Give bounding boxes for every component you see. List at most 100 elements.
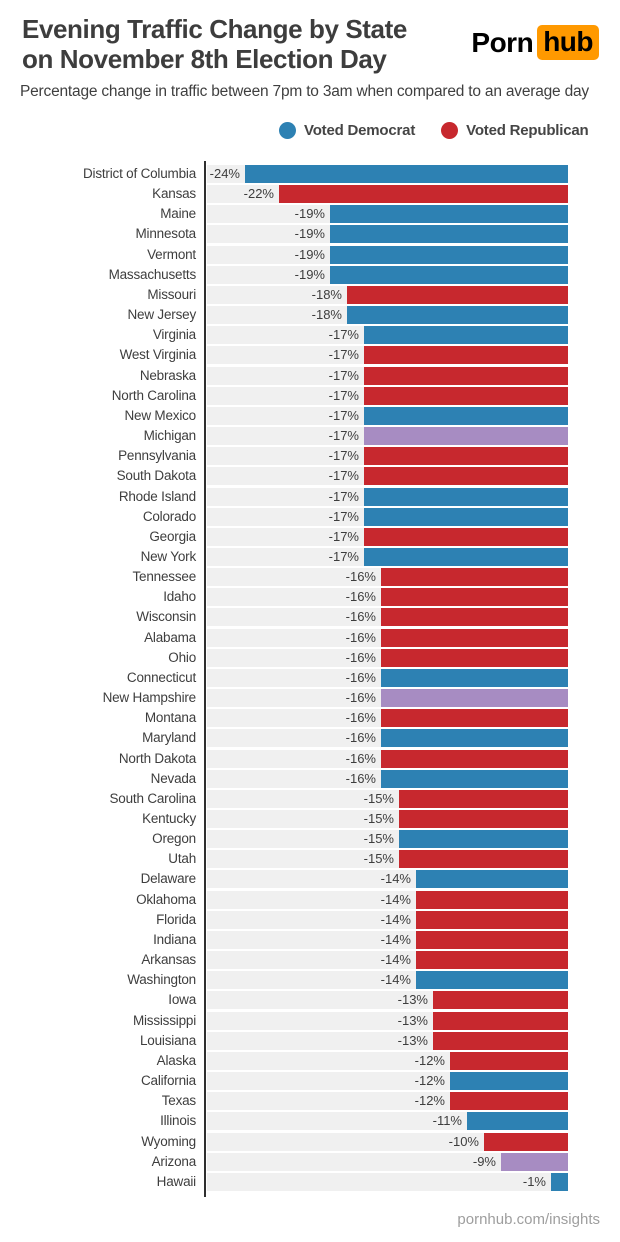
value-label: -13% bbox=[397, 992, 428, 1008]
state-label: Maryland bbox=[142, 730, 196, 746]
state-label: District of Columbia bbox=[82, 166, 196, 181]
chart-row: Alabama -16% bbox=[0, 628, 620, 647]
state-label: Louisiana bbox=[140, 1032, 196, 1048]
logo-text-porn: Porn bbox=[471, 26, 534, 58]
value-label: -17% bbox=[328, 327, 359, 343]
state-label: North Dakota bbox=[118, 750, 196, 766]
row-band: -13% bbox=[207, 1031, 568, 1050]
bar-democrat bbox=[330, 205, 568, 224]
chart-row: Texas -12% bbox=[0, 1092, 620, 1111]
democrat-dot-icon bbox=[279, 122, 296, 139]
row-band: -13% bbox=[207, 1011, 568, 1030]
value-label: -14% bbox=[380, 871, 411, 887]
value-label: -24% bbox=[209, 166, 240, 181]
value-label: -15% bbox=[363, 831, 394, 847]
value-label: -1% bbox=[522, 1173, 546, 1189]
bar-democrat bbox=[381, 769, 568, 788]
chart-row: Virginia -17% bbox=[0, 326, 620, 345]
chart-row: Delaware -14% bbox=[0, 870, 620, 889]
row-band: -17% bbox=[207, 406, 568, 425]
chart-row: Ohio -16% bbox=[0, 648, 620, 667]
chart-row: Colorado -17% bbox=[0, 507, 620, 526]
value-label: -13% bbox=[397, 1012, 428, 1028]
value-label: -14% bbox=[380, 891, 411, 907]
value-label: -16% bbox=[345, 569, 376, 585]
chart-row: Mississippi -13% bbox=[0, 1011, 620, 1030]
state-label: Utah bbox=[168, 851, 196, 867]
row-band: -18% bbox=[207, 285, 568, 304]
state-label: Rhode Island bbox=[118, 488, 196, 504]
state-label: Mississippi bbox=[132, 1012, 196, 1028]
bar-republican bbox=[416, 910, 568, 929]
value-label: -14% bbox=[380, 952, 411, 968]
bar-democrat bbox=[330, 265, 568, 284]
row-band: -17% bbox=[207, 507, 568, 526]
value-label: -19% bbox=[294, 266, 325, 282]
bar-democrat bbox=[245, 165, 568, 183]
state-label: Ohio bbox=[168, 649, 196, 665]
state-label: Massachusetts bbox=[108, 266, 197, 282]
row-band: -15% bbox=[207, 850, 568, 869]
chart-row: Tennessee -16% bbox=[0, 568, 620, 587]
chart-row: Oklahoma -14% bbox=[0, 890, 620, 909]
value-label: -14% bbox=[380, 931, 411, 947]
row-band: -16% bbox=[207, 709, 568, 728]
row-band: -13% bbox=[207, 991, 568, 1010]
state-label: Montana bbox=[144, 710, 196, 726]
y-axis-line bbox=[204, 161, 206, 1197]
row-band: -16% bbox=[207, 648, 568, 667]
state-label: Alaska bbox=[156, 1052, 197, 1068]
bar-republican bbox=[364, 346, 568, 365]
chart-row: Wisconsin -16% bbox=[0, 608, 620, 627]
row-band: -14% bbox=[207, 890, 568, 909]
bar-democrat bbox=[364, 547, 568, 566]
bar-republican bbox=[364, 386, 568, 405]
state-label: Delaware bbox=[140, 871, 197, 887]
state-label: Alabama bbox=[144, 629, 196, 645]
row-band: -11% bbox=[207, 1112, 568, 1131]
row-band: -16% bbox=[207, 628, 568, 647]
chart-row: New Mexico -17% bbox=[0, 406, 620, 425]
chart-row: Utah -15% bbox=[0, 850, 620, 869]
state-label: Tennessee bbox=[132, 569, 197, 585]
bar-republican bbox=[399, 810, 568, 828]
bar-democrat bbox=[364, 487, 568, 506]
row-band: -17% bbox=[207, 447, 568, 466]
bar-republican bbox=[381, 709, 568, 728]
state-label: Kentucky bbox=[142, 811, 196, 826]
state-label: South Carolina bbox=[109, 790, 196, 806]
bar-democrat bbox=[330, 225, 568, 244]
row-band: -17% bbox=[207, 487, 568, 506]
chart-row: West Virginia -17% bbox=[0, 346, 620, 365]
value-label: -18% bbox=[311, 307, 342, 323]
row-band: -9% bbox=[207, 1152, 568, 1171]
bar-republican bbox=[364, 467, 568, 486]
row-band: -15% bbox=[207, 789, 568, 808]
value-label: -13% bbox=[397, 1032, 428, 1048]
row-band: -16% bbox=[207, 668, 568, 687]
chart-row: Oregon -15% bbox=[0, 830, 620, 849]
chart-row: Massachusetts -19% bbox=[0, 265, 620, 284]
value-label: -17% bbox=[328, 407, 359, 423]
value-label: -16% bbox=[345, 649, 376, 665]
chart-row: Kentucky -15% bbox=[0, 810, 620, 828]
bar-republican bbox=[381, 608, 568, 627]
bar-democrat bbox=[381, 729, 568, 748]
bar-republican bbox=[347, 285, 568, 304]
value-label: -17% bbox=[328, 367, 359, 383]
state-label: Illinois bbox=[160, 1113, 196, 1129]
bar-republican bbox=[381, 749, 568, 768]
row-band: -16% bbox=[207, 769, 568, 788]
value-label: -18% bbox=[311, 286, 342, 302]
bar-republican bbox=[364, 527, 568, 546]
row-band: -16% bbox=[207, 689, 568, 708]
bar-republican bbox=[399, 850, 568, 869]
state-label: New York bbox=[140, 548, 197, 564]
chart-row: Alaska -12% bbox=[0, 1051, 620, 1070]
value-label: -15% bbox=[363, 851, 394, 867]
state-label: Texas bbox=[161, 1093, 196, 1109]
state-label: Hawaii bbox=[156, 1173, 197, 1189]
chart-row: North Dakota -16% bbox=[0, 749, 620, 768]
bar-republican bbox=[399, 789, 568, 808]
value-label: -14% bbox=[380, 972, 411, 988]
